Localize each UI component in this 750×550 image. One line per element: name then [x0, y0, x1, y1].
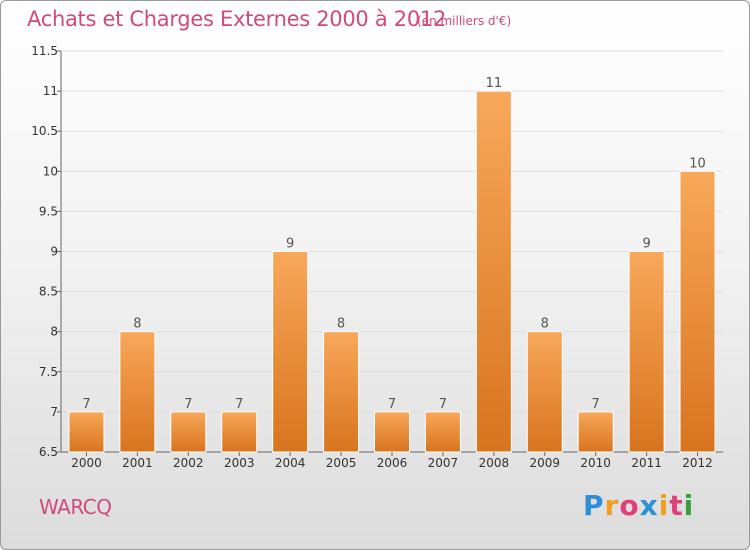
x-tick-label: 2001	[122, 456, 153, 470]
y-tick-label: 8.5	[39, 285, 58, 299]
logo-letter: o	[619, 489, 640, 522]
bar-2005	[323, 331, 360, 453]
x-tick-label: 2002	[173, 456, 204, 470]
bar-2000	[68, 411, 105, 453]
y-tick-label: 9.5	[39, 204, 58, 218]
y-tick-label: 9	[50, 245, 58, 259]
commune-name: WARCQ	[39, 495, 112, 519]
data-label: 11	[486, 76, 503, 91]
y-tick-label: 11	[43, 84, 58, 98]
x-tick-label: 2003	[224, 456, 255, 470]
bar-2003	[221, 411, 258, 453]
y-tick-label: 10	[43, 164, 58, 178]
data-label: 9	[286, 237, 294, 252]
y-tick-label: 10.5	[31, 124, 58, 138]
bar-2002	[170, 411, 207, 453]
data-label: 7	[592, 397, 600, 412]
data-label: 7	[439, 397, 447, 412]
bar-2004	[272, 251, 309, 453]
bar-2008	[475, 90, 512, 453]
data-label: 7	[82, 397, 90, 412]
x-tick-label: 2005	[326, 456, 357, 470]
logo-letter: i	[658, 489, 670, 522]
bar-2009	[526, 331, 563, 453]
x-tick-label: 2011	[631, 456, 662, 470]
logo-letter: i	[683, 489, 695, 522]
x-tick-label: 2009	[529, 456, 560, 470]
data-label: 7	[184, 397, 192, 412]
y-tick-label: 6.5	[39, 445, 58, 459]
data-label: 7	[388, 397, 396, 412]
data-label: 8	[541, 317, 549, 332]
data-label: 8	[337, 317, 345, 332]
data-label: 9	[642, 237, 650, 252]
logo-letter: r	[604, 489, 620, 522]
y-tick-label: 8	[50, 325, 58, 339]
x-tick-label: 2012	[682, 456, 713, 470]
y-tick-label: 7.5	[39, 365, 58, 379]
logo-letter: x	[639, 489, 659, 522]
proxiti-logo: Proxiti	[583, 489, 694, 522]
logo-letter: t	[669, 489, 684, 522]
y-tick-label: 11.5	[31, 44, 58, 58]
data-label: 7	[235, 397, 243, 412]
chart-unit: (en milliers d'€)	[417, 14, 512, 28]
x-tick-label: 2008	[479, 456, 510, 470]
bar-2012	[679, 170, 716, 453]
x-tick-label: 2006	[377, 456, 408, 470]
data-label: 8	[133, 317, 141, 332]
bar-2007	[424, 411, 461, 453]
x-tick-label: 2000	[71, 456, 102, 470]
bar-2006	[374, 411, 410, 453]
chart-title: Achats et Charges Externes 2000 à 2012	[27, 7, 447, 31]
x-tick-label: 2007	[428, 456, 459, 470]
x-tick-label: 2010	[580, 456, 611, 470]
x-tick-label: 2004	[275, 456, 306, 470]
bar-2010	[577, 411, 614, 453]
bar-2001	[119, 331, 156, 453]
bar-2011	[628, 251, 665, 453]
data-label: 10	[689, 156, 706, 171]
y-tick-label: 7	[50, 405, 58, 419]
logo-letter: P	[583, 489, 605, 522]
